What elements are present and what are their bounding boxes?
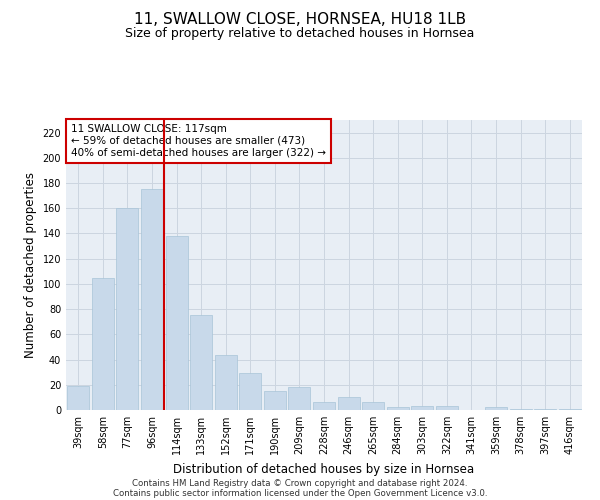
Text: 11, SWALLOW CLOSE, HORNSEA, HU18 1LB: 11, SWALLOW CLOSE, HORNSEA, HU18 1LB (134, 12, 466, 28)
Text: Contains HM Land Registry data © Crown copyright and database right 2024.: Contains HM Land Registry data © Crown c… (132, 478, 468, 488)
Bar (386, 408, 409, 410)
Bar (116, 208, 139, 410)
Bar (436, 406, 458, 410)
Bar (362, 402, 384, 410)
Text: 11 SWALLOW CLOSE: 117sqm
← 59% of detached houses are smaller (473)
40% of semi-: 11 SWALLOW CLOSE: 117sqm ← 59% of detach… (71, 124, 326, 158)
Bar (559, 408, 581, 410)
Bar (411, 406, 433, 410)
Text: Contains public sector information licensed under the Open Government Licence v3: Contains public sector information licen… (113, 488, 487, 498)
Bar (534, 408, 556, 410)
Bar (215, 354, 237, 410)
Bar (67, 386, 89, 410)
Text: Size of property relative to detached houses in Hornsea: Size of property relative to detached ho… (125, 28, 475, 40)
Bar (289, 388, 310, 410)
Y-axis label: Number of detached properties: Number of detached properties (24, 172, 37, 358)
Bar (485, 408, 507, 410)
Bar (509, 408, 532, 410)
Bar (338, 398, 359, 410)
Bar (264, 391, 286, 410)
Bar (141, 190, 163, 410)
Bar (239, 374, 262, 410)
Bar (92, 278, 114, 410)
X-axis label: Distribution of detached houses by size in Hornsea: Distribution of detached houses by size … (173, 462, 475, 475)
Bar (313, 402, 335, 410)
Bar (166, 236, 188, 410)
Bar (190, 316, 212, 410)
